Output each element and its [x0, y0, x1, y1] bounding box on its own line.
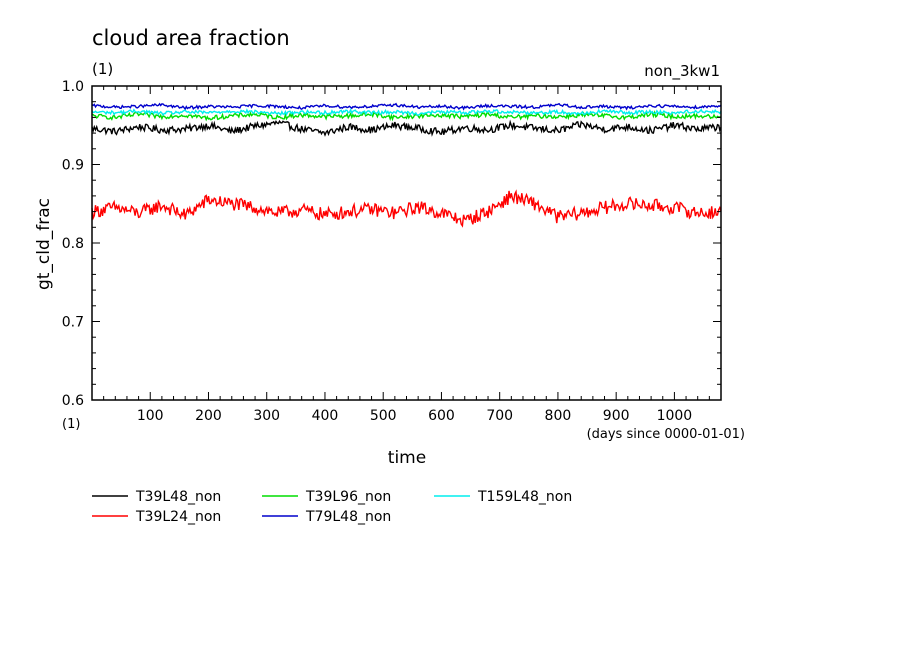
- series-line-T39L24_non: [91, 189, 722, 228]
- x-tick-label: 300: [253, 408, 280, 424]
- legend-label-T39L96_non: T39L96_non: [305, 489, 391, 505]
- x-unit-note: (days since 0000-01-01): [587, 427, 745, 442]
- title-unit: (1): [92, 60, 113, 78]
- y-axis-title: gt_cld_frac: [34, 198, 54, 290]
- x-tick-label: 700: [486, 408, 513, 424]
- x-tick-label: 1000: [657, 408, 693, 424]
- ticks-layer: 100 200 300 400 500 600 700 800 900 1000 0.6 0.7 0.8…: [62, 79, 721, 424]
- legend-label-T159L48_non: T159L48_non: [477, 489, 572, 505]
- legend-label-T39L24_non: T39L24_non: [135, 509, 221, 525]
- x-tick-label: 900: [603, 408, 630, 424]
- series-line-T39L96_non: [92, 110, 721, 122]
- plot-frame: [91, 85, 722, 401]
- run-label: non_3kw1: [644, 62, 720, 81]
- x-tick-label: 600: [428, 408, 455, 424]
- x-tick-label: 100: [137, 408, 164, 424]
- legend-label-T39L48_non: T39L48_non: [135, 489, 221, 505]
- y-tick-label: 0.7: [62, 315, 84, 331]
- chart-title: cloud area fraction: [92, 26, 290, 50]
- series-line-T79L48_non: [91, 102, 722, 111]
- series-line-T159L48_non: [91, 107, 722, 117]
- series-layer: [91, 102, 722, 228]
- y-unit-note: (1): [62, 417, 80, 432]
- legend-label-T79L48_non: T79L48_non: [305, 509, 391, 525]
- y-tick-label: 0.9: [62, 158, 84, 174]
- series-line-T39L48_non: [91, 119, 722, 137]
- x-tick-label: 200: [195, 408, 222, 424]
- x-tick-label: 500: [370, 408, 397, 424]
- y-tick-label: 0.8: [62, 236, 84, 252]
- y-tick-label: 0.6: [62, 393, 84, 409]
- x-tick-label: 400: [312, 408, 339, 424]
- y-tick-label: 1.0: [62, 79, 84, 95]
- x-axis-title: time: [388, 448, 426, 468]
- legend: T39L48_non T39L24_non T39L96_non T79L48_non…: [92, 489, 572, 525]
- x-tick-label: 800: [545, 408, 572, 424]
